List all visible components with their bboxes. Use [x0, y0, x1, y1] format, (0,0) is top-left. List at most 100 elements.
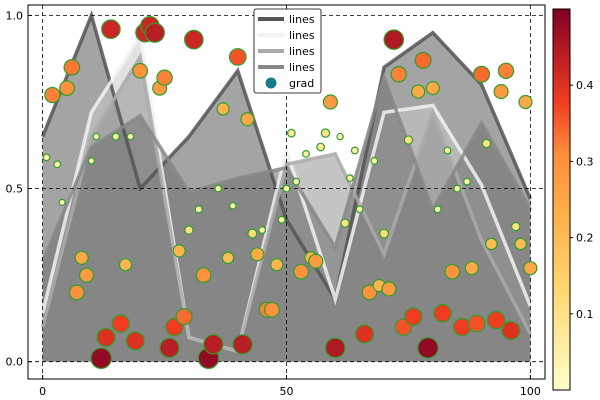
scatter-point [247, 228, 258, 239]
legend-label: lines [289, 61, 315, 74]
scatter-point [381, 281, 397, 297]
scatter-point [485, 237, 498, 251]
scatter-point [159, 337, 180, 358]
scatter-point [355, 205, 364, 214]
scatter-point [473, 65, 491, 83]
scatter-point [258, 226, 267, 234]
scatter-point [96, 327, 116, 347]
legend-marker-swatch [265, 77, 277, 89]
scatter-point [523, 261, 538, 276]
colorbar-tick-label: 0.4 [576, 79, 594, 92]
scatter-point [417, 337, 439, 359]
series-line-3 [40, 52, 532, 354]
colorbar: 0.1 0.2 0.3 0.4 [552, 8, 594, 391]
scatter-point [126, 132, 135, 141]
scatter-point [293, 263, 310, 280]
legend-label: lines [289, 29, 315, 42]
scatter-point [282, 184, 291, 193]
scatter-point [511, 221, 521, 232]
scatter-point [229, 202, 237, 210]
series-line-2 [40, 31, 532, 354]
scatter-point [58, 198, 66, 206]
scatter-point [101, 19, 121, 40]
scatter-point [216, 102, 230, 116]
scatter-point [203, 334, 224, 355]
scatter-point [379, 228, 390, 239]
scatter-point [277, 215, 286, 224]
scatter-point [467, 314, 486, 333]
scatter-point [493, 83, 509, 100]
scatter-point [514, 237, 527, 251]
scatter-point [481, 138, 492, 149]
scatter-point [144, 22, 165, 43]
scatter-point [194, 205, 203, 214]
scatter-point [350, 146, 359, 155]
x-tick-label: 0 [39, 385, 46, 398]
y-tick-label: 0.5 [6, 183, 24, 196]
scatter-point [63, 58, 81, 76]
legend-box [253, 8, 322, 94]
scatter-point [111, 132, 120, 141]
scatter-point [361, 284, 378, 301]
scatter-point [87, 157, 95, 165]
scatter-point [111, 314, 130, 333]
colorbar-tick-label: 0.2 [576, 232, 594, 245]
legend-label: lines [289, 13, 315, 26]
legend-label: grad [289, 77, 314, 90]
scatter-point [240, 112, 255, 127]
scatter-point [425, 81, 440, 96]
scatter-point [487, 310, 506, 330]
legend: lines lines lines lines grad [253, 8, 322, 94]
scatter-point [172, 244, 186, 258]
scatter-point [263, 301, 280, 318]
scatter-point [78, 267, 95, 283]
scatter-point [286, 128, 296, 138]
scatter-point [383, 29, 405, 50]
scatter-point [74, 250, 89, 265]
scatter-point [59, 80, 75, 97]
scatter-point [221, 251, 235, 265]
scatter-point [411, 84, 426, 99]
scatter-point [518, 94, 533, 110]
scatter-point [444, 263, 461, 280]
x-tick-label: 100 [520, 385, 541, 398]
colorbar-gradient [552, 8, 571, 391]
scatter-point [214, 184, 223, 193]
scatter-point [316, 142, 326, 152]
scatter-point [42, 153, 51, 162]
scatter-point [175, 308, 193, 326]
scatter-point [452, 317, 472, 337]
scatter-point [132, 62, 149, 79]
scatter-point [453, 184, 462, 193]
scatter-point [463, 177, 471, 186]
scatter-point [308, 253, 324, 269]
scatter-point [340, 218, 350, 228]
scatter-point [92, 132, 101, 141]
scatter-point [270, 258, 284, 272]
scatter-point [497, 62, 515, 80]
scatter-point [302, 150, 310, 158]
scatter-point [184, 29, 204, 50]
scatter-point [403, 135, 414, 145]
scatter-point [390, 66, 407, 83]
scatter-point [44, 86, 61, 104]
scatter-point [195, 267, 212, 284]
scatter-layer [42, 15, 538, 370]
scatter-point [184, 225, 194, 235]
scatter-point [336, 132, 344, 141]
scatter-point [346, 174, 354, 183]
scatter-point [118, 258, 133, 272]
scatter-point [90, 347, 112, 370]
scatter-point [322, 94, 338, 110]
scatter-point [464, 261, 479, 276]
scatter-point [156, 69, 173, 86]
axes-layer: 0 50 100 0.0 0.5 1.0 [6, 4, 546, 398]
scatter-point [125, 331, 145, 351]
scatter-point [370, 156, 379, 165]
colorbar-tick-label: 0.3 [576, 155, 594, 168]
scatter-point [292, 177, 301, 186]
scatter-point [501, 321, 521, 341]
scatter-point [433, 304, 452, 323]
